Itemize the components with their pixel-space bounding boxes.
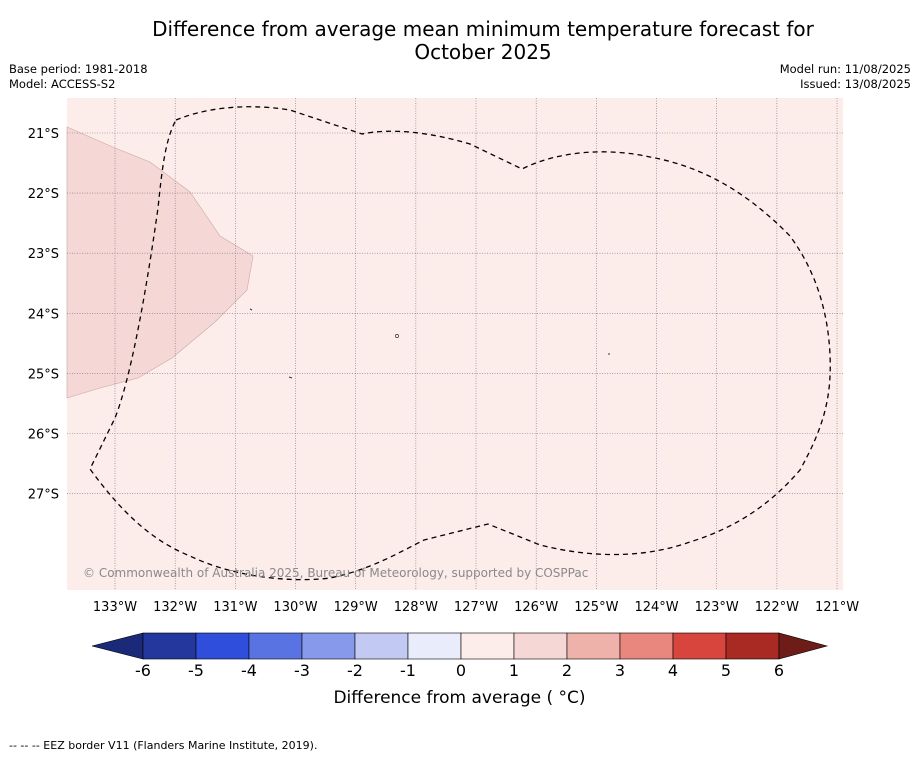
colorbar-segment [248,632,303,660]
latitude-labels: 21°S 22°S 23°S 24°S 25°S 26°S 27°S [28,127,59,503]
colorbar-tick-label: -5 [188,661,204,680]
colorbar-segment [619,632,674,660]
longitude-label: 122°W [755,600,799,615]
colorbar-tick-label: -1 [400,661,416,680]
colorbar-segment [513,632,568,660]
latitude-label: 24°S [28,307,59,322]
title-line-1: Difference from average mean minimum tem… [152,17,814,41]
island-marker [395,334,399,338]
longitude-label: 131°W [213,600,257,615]
chart-title: Difference from average mean minimum tem… [0,18,919,64]
longitude-label: 126°W [514,600,558,615]
colorbar-segment [672,632,727,660]
island-marker [249,308,253,311]
longitude-label: 133°W [93,600,137,615]
latitude-label: 27°S [28,488,59,503]
colorbar-tick-label: -2 [347,661,363,680]
latitude-label: 23°S [28,247,59,262]
latitude-label: 22°S [28,187,59,202]
gridlines [67,98,843,590]
colorbar-ticks: -6 -5 -4 -3 -2 -1 0 1 2 3 4 5 6 [135,661,784,680]
colorbar-tick-label: 6 [774,661,784,680]
longitude-label: 132°W [153,600,197,615]
colorbar-tick-label: 1 [509,661,519,680]
colorbar-tick-label: 5 [721,661,731,680]
latitude-label: 21°S [28,127,59,142]
longitude-label: 123°W [695,600,739,615]
latitude-label: 25°S [28,367,59,382]
map-background [67,98,843,590]
colorbar-label: Difference from average ( °C) [333,688,586,708]
colorbar-tick-label: 2 [562,661,572,680]
title-line-2: October 2025 [414,40,552,64]
longitude-label: 127°W [454,600,498,615]
copyright-text: © Commonwealth of Australia 2025, Bureau… [83,566,588,580]
colorbar-segment [142,632,197,660]
footer-note: -- -- -- EEZ border V11 (Flanders Marine… [9,739,318,752]
island-marker [288,376,293,379]
colorbar [91,632,829,660]
issued-date: Issued: 13/08/2025 [800,77,911,91]
colorbar-segment [725,632,780,660]
model-name: Model: ACCESS-S2 [9,77,116,91]
colorbar-tick-label: -3 [294,661,310,680]
longitude-label: 130°W [273,600,317,615]
colorbar-tick-label: -6 [135,661,151,680]
eez-border [89,106,831,581]
longitude-label: 128°W [394,600,438,615]
colorbar-tick-label: -4 [241,661,257,680]
anomaly-region [66,126,254,399]
longitude-label: 121°W [815,600,859,615]
colorbar-tick-label: 3 [615,661,625,680]
longitude-labels: 133°W 132°W 131°W 130°W 129°W 128°W 127°W 126°W… [93,600,859,615]
colorbar-segment [566,632,621,660]
base-period: Base period: 1981-2018 [9,62,148,76]
longitude-label: 125°W [574,600,618,615]
model-run: Model run: 11/08/2025 [779,62,911,76]
colorbar-underflow [91,632,144,660]
meta-left: Base period: 1981-2018 Model: ACCESS-S2 [9,62,148,92]
meta-right: Model run: 11/08/2025 Issued: 13/08/2025 [780,62,911,92]
longitude-label: 129°W [334,600,378,615]
longitude-label: 124°W [634,600,678,615]
colorbar-tick-label: 0 [456,661,466,680]
colorbar-segment [301,632,356,660]
colorbar-tick-label: 4 [668,661,678,680]
colorbar-segment [354,632,409,660]
colorbar-overflow [778,632,829,660]
latitude-label: 26°S [28,428,59,443]
colorbar-segment [195,632,250,660]
colorbar-segment [407,632,462,660]
colorbar-segment [460,632,515,660]
